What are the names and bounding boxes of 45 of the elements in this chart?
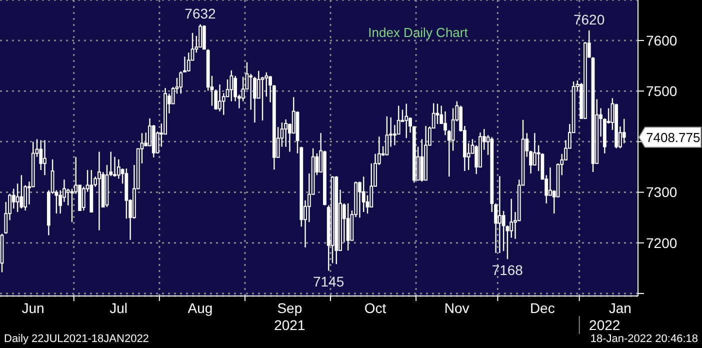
candlestick: [420, 138, 424, 182]
candlestick: [334, 175, 338, 265]
candlestick: [436, 103, 440, 125]
candlestick: [346, 202, 350, 252]
y-tick-label: 7200: [646, 234, 678, 251]
x-tick-label: Jul: [110, 300, 128, 316]
candlestick: [39, 140, 43, 171]
y-tick-label: 7300: [646, 184, 678, 200]
x-tick-label: Jun: [22, 300, 44, 316]
annotation: 7632: [184, 5, 216, 22]
annotation: 7168: [492, 262, 524, 278]
x-tick-label: Nov: [444, 300, 470, 316]
y-tick-label: 7500: [646, 83, 678, 100]
candlestick: [404, 103, 408, 139]
annotation: 7145: [312, 274, 344, 290]
text: 18-Jan-2022 20:46:18: [590, 333, 698, 345]
x-tick-label: Aug: [188, 300, 213, 316]
x-tick-label: Jan: [608, 300, 632, 316]
candlestick: [393, 124, 396, 146]
candlestick: [226, 78, 230, 98]
text: Daily 22JUL2021-18JAN2022: [4, 333, 149, 345]
candlestick: [385, 116, 389, 156]
candlestick: [90, 169, 94, 213]
y-tick-label: 7600: [646, 32, 678, 48]
annotation: 7620: [573, 11, 605, 28]
x-tick-label: Sep: [277, 300, 302, 316]
candlestick: [20, 174, 24, 210]
candlestick: [98, 151, 101, 231]
candlestick: [16, 183, 20, 213]
candlestick: [113, 156, 116, 178]
text: 2021: [274, 317, 306, 333]
candlestick: [230, 70, 234, 102]
text: Index Daily Chart: [368, 25, 468, 40]
candlestick: [622, 118, 626, 144]
x-tick-label: Dec: [530, 300, 555, 316]
candlestick: [116, 158, 120, 180]
candlestick: [70, 188, 74, 223]
candlestick: [424, 125, 428, 181]
text: 7408.775: [646, 130, 700, 146]
text: 2022: [589, 317, 620, 333]
candlestick: [43, 140, 46, 176]
candlestick: [218, 84, 222, 112]
x-tick-label: Oct: [364, 300, 386, 316]
candlestick: [260, 76, 264, 122]
candlestick: [498, 175, 502, 254]
